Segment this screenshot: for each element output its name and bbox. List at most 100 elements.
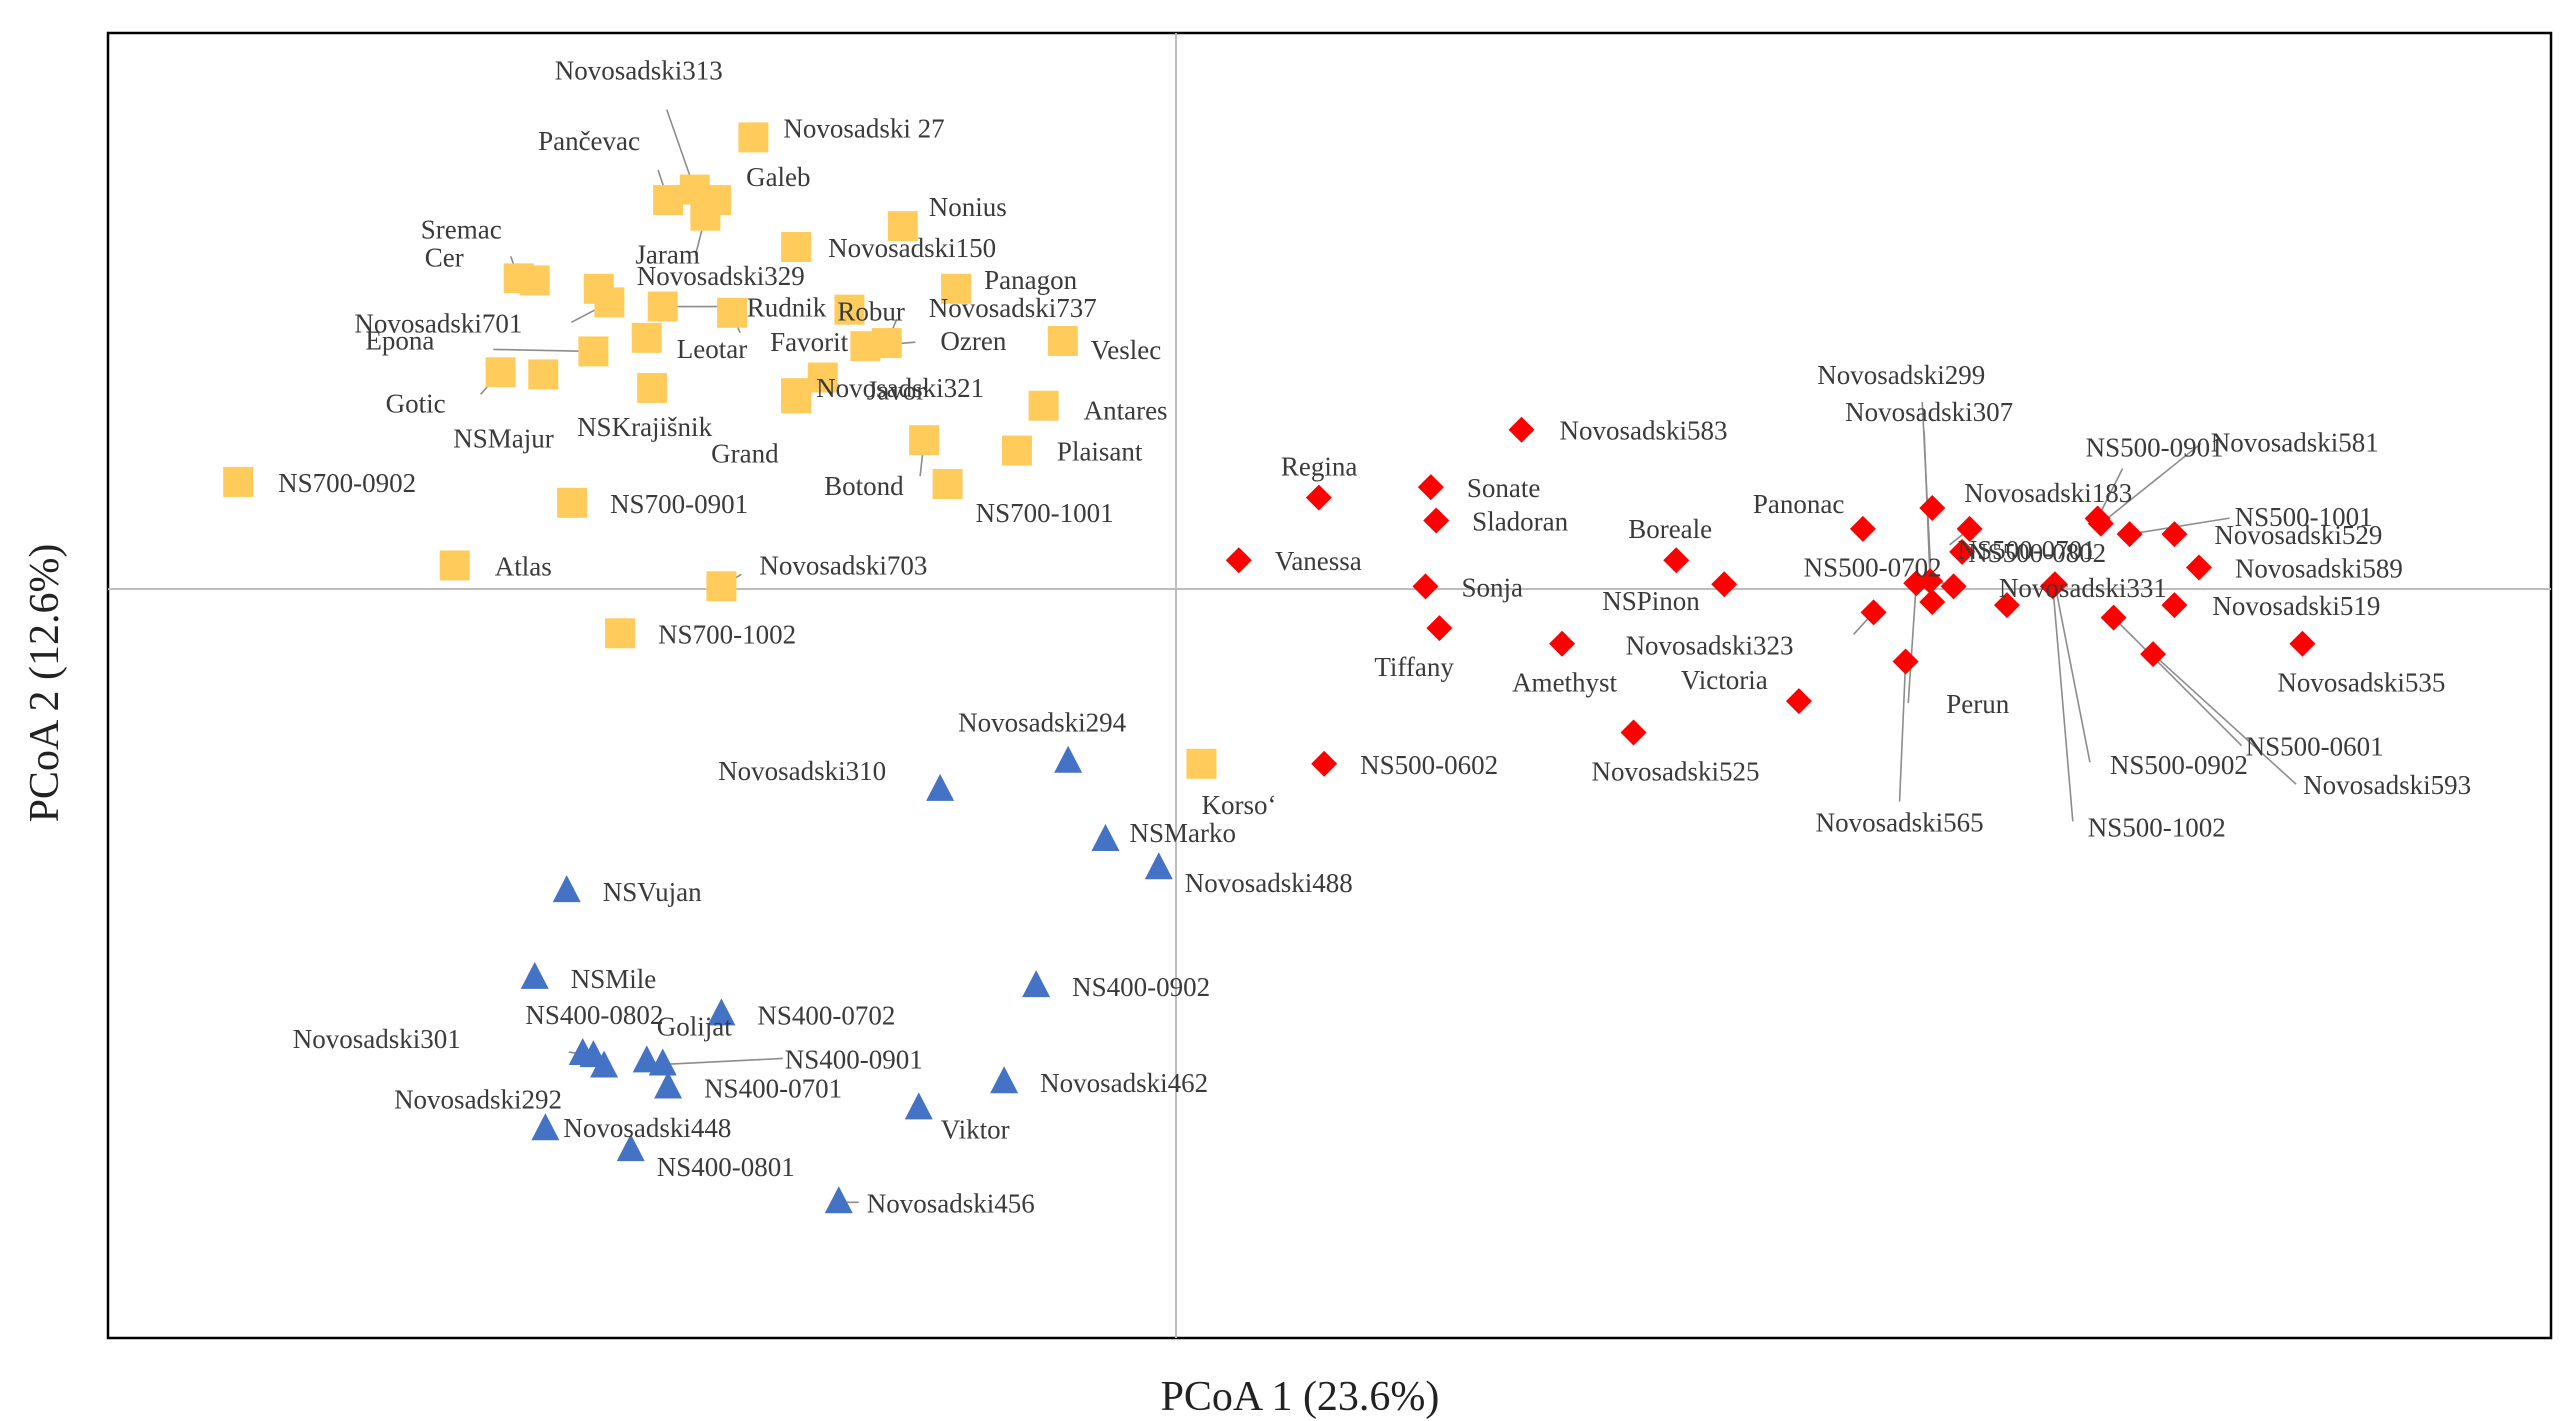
leader-perun [1907, 583, 1918, 704]
marker-nsvujan [552, 875, 581, 903]
label-novosadski456: Novosadski456 [867, 1188, 1035, 1218]
leader-ns500-0601 [2113, 617, 2243, 747]
marker-novosadski581 [2087, 510, 2114, 537]
marker-novosadski292 [590, 1050, 619, 1078]
leader-novosadski581 [2100, 443, 2202, 525]
label-sonja: Sonja [1462, 572, 1524, 602]
marker-nsmajur [528, 359, 559, 390]
leader-novosadski565 [1898, 661, 1907, 802]
label-grand: Grand [711, 438, 779, 468]
label-novosadski565: Novosadski565 [1816, 807, 1984, 837]
marker-favorit [717, 297, 748, 328]
marker-novosadski456 [824, 1186, 853, 1214]
label-ns400-0801: NS400-0801 [657, 1152, 795, 1182]
marker-panagon [941, 273, 972, 304]
marker-jaram [690, 200, 721, 231]
label-ns700-1002: NS700-1002 [658, 619, 796, 649]
label-vanessa: Vanessa [1275, 546, 1362, 576]
label-korso: Korso‘ [1201, 790, 1276, 820]
marker-ns500-1001 [2116, 521, 2143, 548]
label-ns400-0701: NS400-0701 [704, 1073, 842, 1103]
label-novosadski183: Novosadski183 [1964, 478, 2132, 508]
label-nsmajur: NSMajur [453, 423, 554, 453]
marker-panonac [1849, 515, 1876, 542]
label-nskraji-nik: NSKrajišnik [577, 412, 713, 442]
marker-ns400-0701 [654, 1071, 683, 1099]
marker-ns500-1002 [2039, 573, 2066, 600]
marker-sladoran [1423, 507, 1450, 534]
leader-ns500-0902 [2054, 584, 2091, 763]
marker-antares [1028, 390, 1059, 421]
marker-pan-evac [653, 185, 684, 216]
label-novosadski313: Novosadski313 [555, 56, 723, 86]
label-novosadski329: Novosadski329 [637, 261, 805, 291]
marker-novosadski448 [531, 1113, 560, 1141]
label-ns700-1001: NS700-1001 [976, 498, 1114, 528]
leader-ns500-1002 [2052, 586, 2074, 822]
label-novosadski310: Novosadski310 [718, 756, 886, 786]
marker-novosadski299 [1919, 588, 1946, 615]
label-novosadski593: Novosadski593 [2303, 770, 2471, 800]
label-novosadski581: Novosadski581 [2211, 428, 2379, 458]
label-novosadski583: Novosadski583 [1560, 416, 1728, 446]
marker-grand [781, 383, 812, 414]
label-ns500-1002: NS500-1002 [2088, 812, 2226, 842]
marker-nskraji-nik [637, 372, 668, 403]
label-ns700-0901: NS700-0901 [610, 489, 748, 519]
marker-ns400-0801 [616, 1134, 645, 1162]
label-galeb: Galeb [746, 162, 810, 192]
label-plaisant: Plaisant [1057, 437, 1143, 467]
marker-novosadski294 [1054, 745, 1083, 773]
label-novosadski321: Novosadski321 [816, 373, 984, 403]
label-nsvujan: NSVujan [603, 877, 702, 907]
label-veslec: Veslec [1091, 335, 1161, 365]
label-epona: Epona [365, 325, 434, 355]
label-novosadski299: Novosadski299 [1817, 360, 1985, 390]
leader-epona [493, 348, 594, 353]
marker-viktor [904, 1092, 933, 1120]
marker-ns700-0901 [557, 487, 588, 518]
marker-novosadski701 [594, 287, 625, 318]
label-leotar: Leotar [677, 334, 747, 364]
label-ns500-0901: NS500-0901 [2086, 432, 2224, 462]
label-ns500-0902: NS500-0902 [2110, 750, 2248, 780]
marker-nsmarko [1091, 824, 1120, 852]
marker-ns400-0702 [707, 998, 736, 1026]
label-botond: Botond [824, 471, 904, 501]
marker-ns700-1001 [932, 469, 963, 500]
marker-ozren [850, 331, 881, 362]
label-golijat: Golijat [657, 1011, 732, 1041]
label-novosadski307: Novosadski307 [1845, 397, 2013, 427]
label-nonius: Nonius [929, 192, 1007, 222]
marker-epona [578, 336, 609, 367]
label-perun: Perun [1946, 689, 2009, 719]
data-markers [223, 122, 2316, 1214]
marker-novosadski589 [2185, 554, 2212, 581]
marker-botond [909, 425, 940, 456]
plot-area-frame [106, 31, 2553, 1340]
label-ns400-0902: NS400-0902 [1072, 972, 1210, 1002]
marker-victoria [1785, 688, 1812, 715]
label-ns500-1001: NS500-1001 [2235, 502, 2373, 532]
label-novosadski448: Novosadski448 [563, 1113, 731, 1143]
label-ns400-0901: NS400-0901 [785, 1044, 923, 1074]
marker-perun [1903, 570, 1930, 597]
marker-novosadski331 [1993, 592, 2020, 619]
label-ozren: Ozren [940, 326, 1006, 356]
label-novosadski519: Novosadski519 [2212, 591, 2380, 621]
label-panonac: Panonac [1753, 489, 1844, 519]
marker-novosadski583 [1508, 416, 1535, 443]
label-regina: Regina [1281, 452, 1357, 482]
marker-javor [807, 362, 838, 393]
marker-ns400-0901 [648, 1048, 677, 1076]
marker-nsmile [520, 961, 549, 989]
label-ns700-0902: NS700-0902 [278, 468, 416, 498]
label-novosadski703: Novosadski703 [759, 550, 927, 580]
marker-novosadski323 [1860, 599, 1887, 626]
label-ns500-0702: NS500-0702 [1804, 552, 1942, 582]
label-sonate: Sonate [1467, 473, 1541, 503]
marker-novosadski310 [926, 773, 955, 801]
label-ns400-0702: NS400-0702 [757, 1000, 895, 1030]
marker-novosadski565 [1892, 648, 1919, 675]
